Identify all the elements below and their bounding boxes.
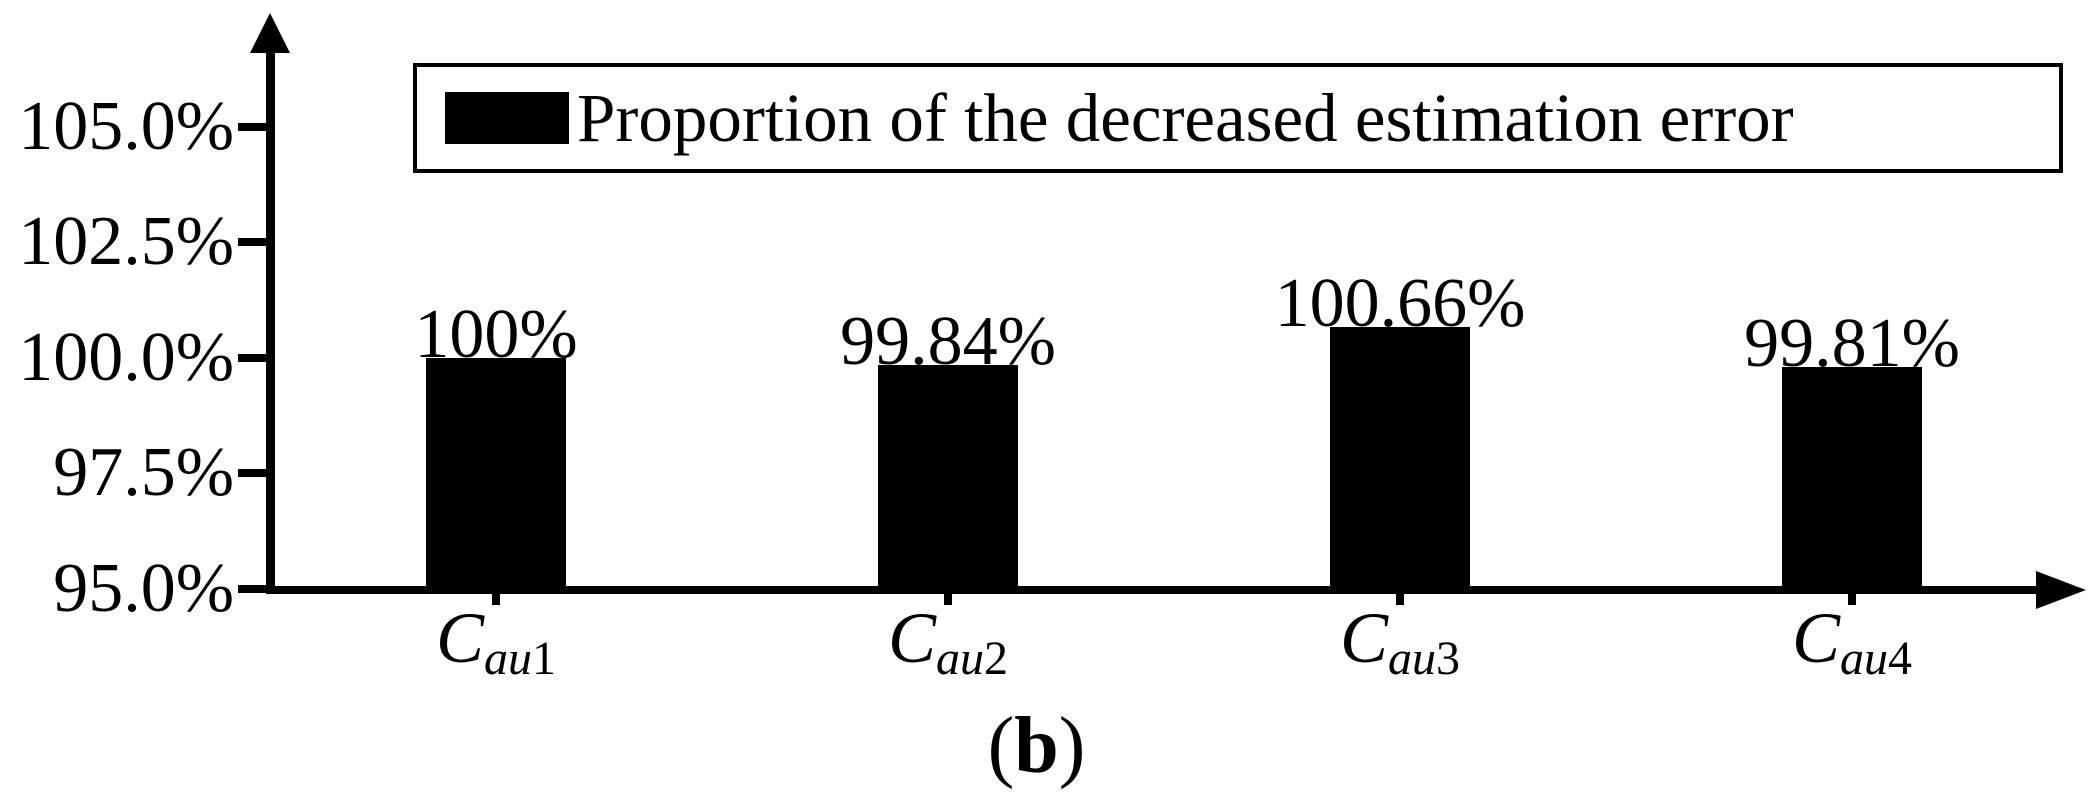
y-axis-arrow-icon bbox=[250, 13, 290, 53]
y-tick-label: 97.5% bbox=[53, 434, 234, 511]
legend-swatch-icon bbox=[445, 92, 569, 144]
x-axis-arrow-icon bbox=[2036, 571, 2086, 609]
y-tick bbox=[238, 469, 272, 477]
legend-label: Proportion of the decreased estimation e… bbox=[577, 79, 1794, 156]
x-tick-label: Cau3 bbox=[1340, 602, 1460, 683]
x-tick-label: Cau1 bbox=[436, 602, 556, 683]
x-tick bbox=[492, 594, 500, 605]
category-subscript: au4 bbox=[1840, 632, 1913, 685]
category-subscript: au1 bbox=[484, 632, 557, 685]
category-base: C bbox=[1791, 598, 1841, 678]
bar-value-label: 99.81% bbox=[1744, 305, 1960, 382]
x-tick bbox=[1396, 594, 1404, 605]
x-tick-label: Cau4 bbox=[1792, 602, 1912, 683]
y-tick-label: 102.5% bbox=[18, 203, 234, 280]
category-base: C bbox=[1339, 598, 1389, 678]
x-tick-label: Cau2 bbox=[888, 602, 1008, 683]
bar-value-label: 99.84% bbox=[840, 303, 1056, 380]
category-subscript: au2 bbox=[936, 632, 1009, 685]
caption-close-paren: ) bbox=[1058, 702, 1086, 790]
caption-letter: b bbox=[1014, 702, 1059, 790]
x-tick bbox=[1848, 594, 1856, 605]
x-axis-line bbox=[266, 586, 2040, 594]
y-tick bbox=[238, 123, 272, 131]
figure-caption: (b) bbox=[0, 706, 2073, 786]
bar bbox=[1330, 327, 1470, 592]
x-tick bbox=[944, 594, 952, 605]
legend-box: Proportion of the decreased estimation e… bbox=[413, 63, 2063, 173]
y-tick-label: 100.0% bbox=[18, 319, 234, 396]
y-tick-label: 105.0% bbox=[18, 88, 234, 165]
y-tick bbox=[238, 354, 272, 362]
bar bbox=[426, 358, 566, 592]
bar-value-label: 100% bbox=[414, 296, 578, 373]
category-base: C bbox=[887, 598, 937, 678]
caption-open-paren: ( bbox=[987, 702, 1015, 790]
bar-value-label: 100.66% bbox=[1274, 265, 1526, 342]
y-tick bbox=[238, 238, 272, 246]
category-base: C bbox=[435, 598, 485, 678]
category-subscript: au3 bbox=[1388, 632, 1461, 685]
bar bbox=[1782, 367, 1922, 592]
y-tick-label: 95.0% bbox=[53, 550, 234, 627]
y-tick bbox=[238, 585, 272, 593]
y-axis-line bbox=[266, 46, 275, 594]
bar bbox=[878, 365, 1018, 592]
